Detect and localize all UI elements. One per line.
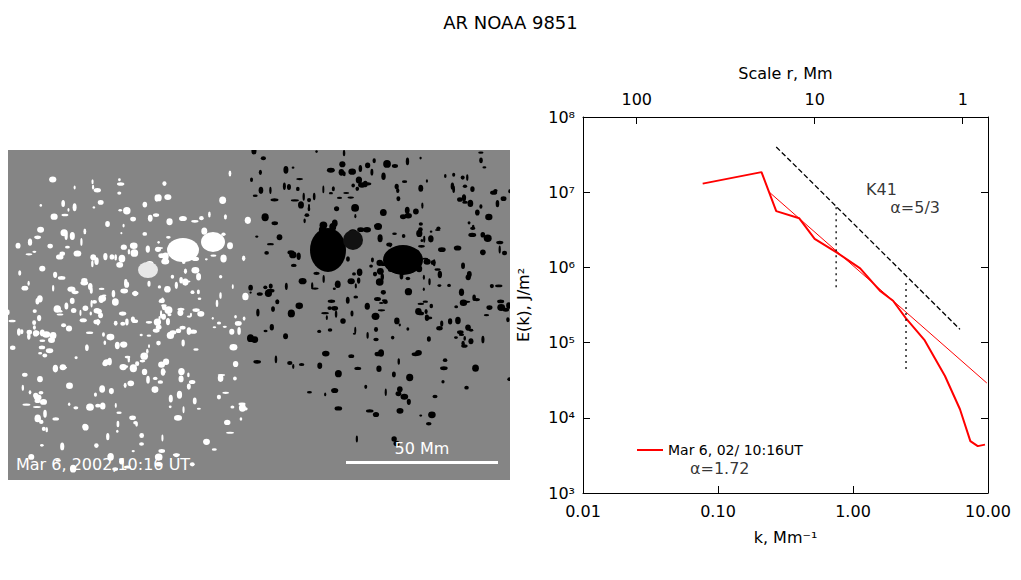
svg-text:Scale r, Mm: Scale r, Mm bbox=[738, 64, 832, 83]
svg-text:10.00: 10.00 bbox=[965, 502, 1011, 521]
svg-text:Mar 6, 02/ 10:16UT: Mar 6, 02/ 10:16UT bbox=[668, 442, 803, 458]
svg-text:k, Mm⁻¹: k, Mm⁻¹ bbox=[754, 528, 818, 547]
svg-text:10⁷: 10⁷ bbox=[548, 183, 575, 202]
svg-text:0.01: 0.01 bbox=[565, 502, 601, 521]
svg-text:100: 100 bbox=[621, 90, 652, 109]
svg-text:10⁸: 10⁸ bbox=[548, 108, 575, 127]
svg-text:10⁶: 10⁶ bbox=[548, 258, 575, 277]
svg-text:0.10: 0.10 bbox=[700, 502, 736, 521]
svg-text:10: 10 bbox=[804, 90, 824, 109]
svg-text:α=5/3: α=5/3 bbox=[890, 198, 940, 217]
svg-text:1: 1 bbox=[958, 90, 968, 109]
svg-text:10³: 10³ bbox=[548, 484, 575, 503]
html-text:Mar 6, 2002,10:16 UT: Mar 6, 2002,10:16 UT bbox=[16, 455, 191, 474]
svg-text:K41: K41 bbox=[866, 180, 897, 199]
svg-text:AR NOAA 9851: AR NOAA 9851 bbox=[443, 12, 578, 33]
svg-text:1.00: 1.00 bbox=[835, 502, 871, 521]
html-text:50 Mm: 50 Mm bbox=[394, 439, 450, 458]
svg-text:E(k), J/m²: E(k), J/m² bbox=[514, 268, 533, 342]
svg-text:10⁴: 10⁴ bbox=[548, 408, 575, 427]
svg-text:α=1.72: α=1.72 bbox=[690, 459, 750, 478]
svg-text:10⁵: 10⁵ bbox=[548, 333, 575, 352]
